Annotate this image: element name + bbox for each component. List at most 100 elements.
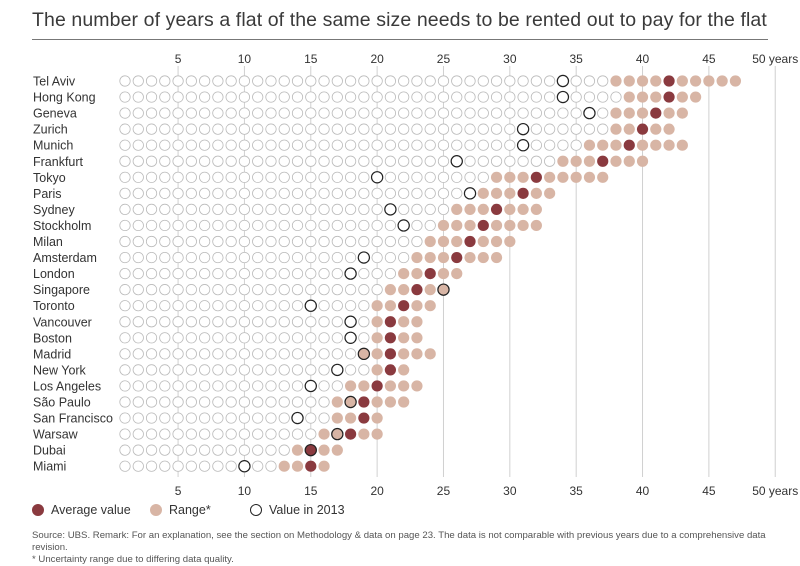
empty-dot <box>132 284 144 296</box>
empty-dot <box>398 91 410 103</box>
range-dot <box>650 139 662 151</box>
range-dot <box>437 284 450 296</box>
empty-dot <box>265 75 277 87</box>
value-2013-dot <box>357 251 371 264</box>
empty-dot <box>159 460 171 472</box>
empty-dot <box>252 396 264 408</box>
empty-dot <box>291 396 304 408</box>
empty-dot <box>371 187 383 199</box>
range-dot <box>610 75 622 87</box>
empty-dot <box>199 91 211 103</box>
range-dot <box>411 332 423 344</box>
range-dot <box>597 171 609 183</box>
empty-dot <box>278 219 290 232</box>
empty-dot <box>411 91 423 103</box>
range-dot <box>331 428 343 440</box>
city-label: Stockholm <box>33 219 91 233</box>
empty-dot <box>265 203 277 215</box>
empty-dot <box>145 219 158 232</box>
empty-dot <box>199 187 211 199</box>
empty-dot <box>238 284 251 296</box>
empty-dot <box>185 364 197 376</box>
empty-dot <box>344 251 357 264</box>
empty-dot <box>398 171 410 183</box>
empty-dot <box>199 139 211 151</box>
empty-dot <box>119 187 131 199</box>
empty-dot <box>159 171 171 183</box>
empty-dot <box>252 251 264 264</box>
empty-dot <box>119 412 131 424</box>
city-label: New York <box>33 363 87 377</box>
range-dot <box>676 91 688 103</box>
empty-dot <box>145 251 158 264</box>
empty-dot <box>490 155 503 167</box>
empty-dot <box>172 316 184 328</box>
empty-dot <box>185 460 197 472</box>
empty-dot <box>225 332 237 344</box>
empty-dot <box>252 316 264 328</box>
empty-dot <box>358 219 370 232</box>
range-dot <box>729 75 742 87</box>
range-dot <box>384 396 396 408</box>
average-dot <box>305 444 317 456</box>
empty-dot <box>265 332 277 344</box>
empty-dot <box>212 219 224 232</box>
empty-dot <box>238 251 251 264</box>
empty-dot <box>238 123 251 135</box>
empty-dot <box>291 187 304 199</box>
empty-dot <box>411 171 423 183</box>
empty-dot <box>185 203 197 215</box>
average-dot <box>490 203 503 215</box>
city-label: Paris <box>33 187 61 201</box>
range-dot <box>411 316 423 328</box>
range-dot <box>583 171 596 183</box>
empty-dot <box>225 412 237 424</box>
empty-dot <box>331 348 343 360</box>
empty-dot <box>265 219 277 232</box>
empty-dot <box>371 219 383 232</box>
empty-dot <box>318 107 330 119</box>
empty-dot <box>318 187 330 199</box>
x-tick-label-top: 5 <box>175 52 182 66</box>
average-dot <box>384 316 396 328</box>
empty-dot <box>384 219 396 232</box>
empty-dot <box>544 75 556 87</box>
empty-dot <box>318 219 330 232</box>
range-dot <box>583 155 596 167</box>
range-dot <box>464 203 476 215</box>
empty-dot <box>278 251 290 264</box>
empty-dot <box>371 235 383 248</box>
empty-dot <box>132 267 144 280</box>
legend-2013: Value in 2013 <box>250 503 345 517</box>
empty-dot <box>437 91 450 103</box>
empty-dot <box>132 155 144 167</box>
range-dot <box>318 428 330 440</box>
empty-dot <box>278 139 290 151</box>
empty-dot <box>212 332 224 344</box>
empty-dot <box>371 284 383 296</box>
city-label: Madrid <box>33 347 71 361</box>
average-dot <box>344 428 357 440</box>
empty-dot <box>225 155 237 167</box>
empty-dot <box>159 75 171 87</box>
average-dot <box>424 268 436 280</box>
empty-dot <box>212 428 224 440</box>
range-dot <box>424 235 436 248</box>
dot-range-chart: 5 5 10 10 15 15 20 20 25 25 30 30 35 35 40 40 45 45 50 yea… <box>33 52 798 498</box>
empty-dot <box>517 155 529 167</box>
empty-dot <box>132 348 144 360</box>
empty-dot <box>212 91 224 103</box>
empty-dot <box>172 251 184 264</box>
empty-dot <box>504 139 516 151</box>
average-dot <box>451 251 463 264</box>
empty-dot <box>318 267 330 280</box>
empty-dot <box>291 219 304 232</box>
empty-dot <box>119 396 131 408</box>
range-dot <box>610 123 622 135</box>
empty-dot <box>172 123 184 135</box>
empty-dot <box>398 75 410 87</box>
empty-dot <box>583 91 596 103</box>
chart-title: The number of years a flat of the same s… <box>32 9 767 31</box>
range-dot <box>636 107 649 119</box>
range-dot <box>424 251 436 264</box>
